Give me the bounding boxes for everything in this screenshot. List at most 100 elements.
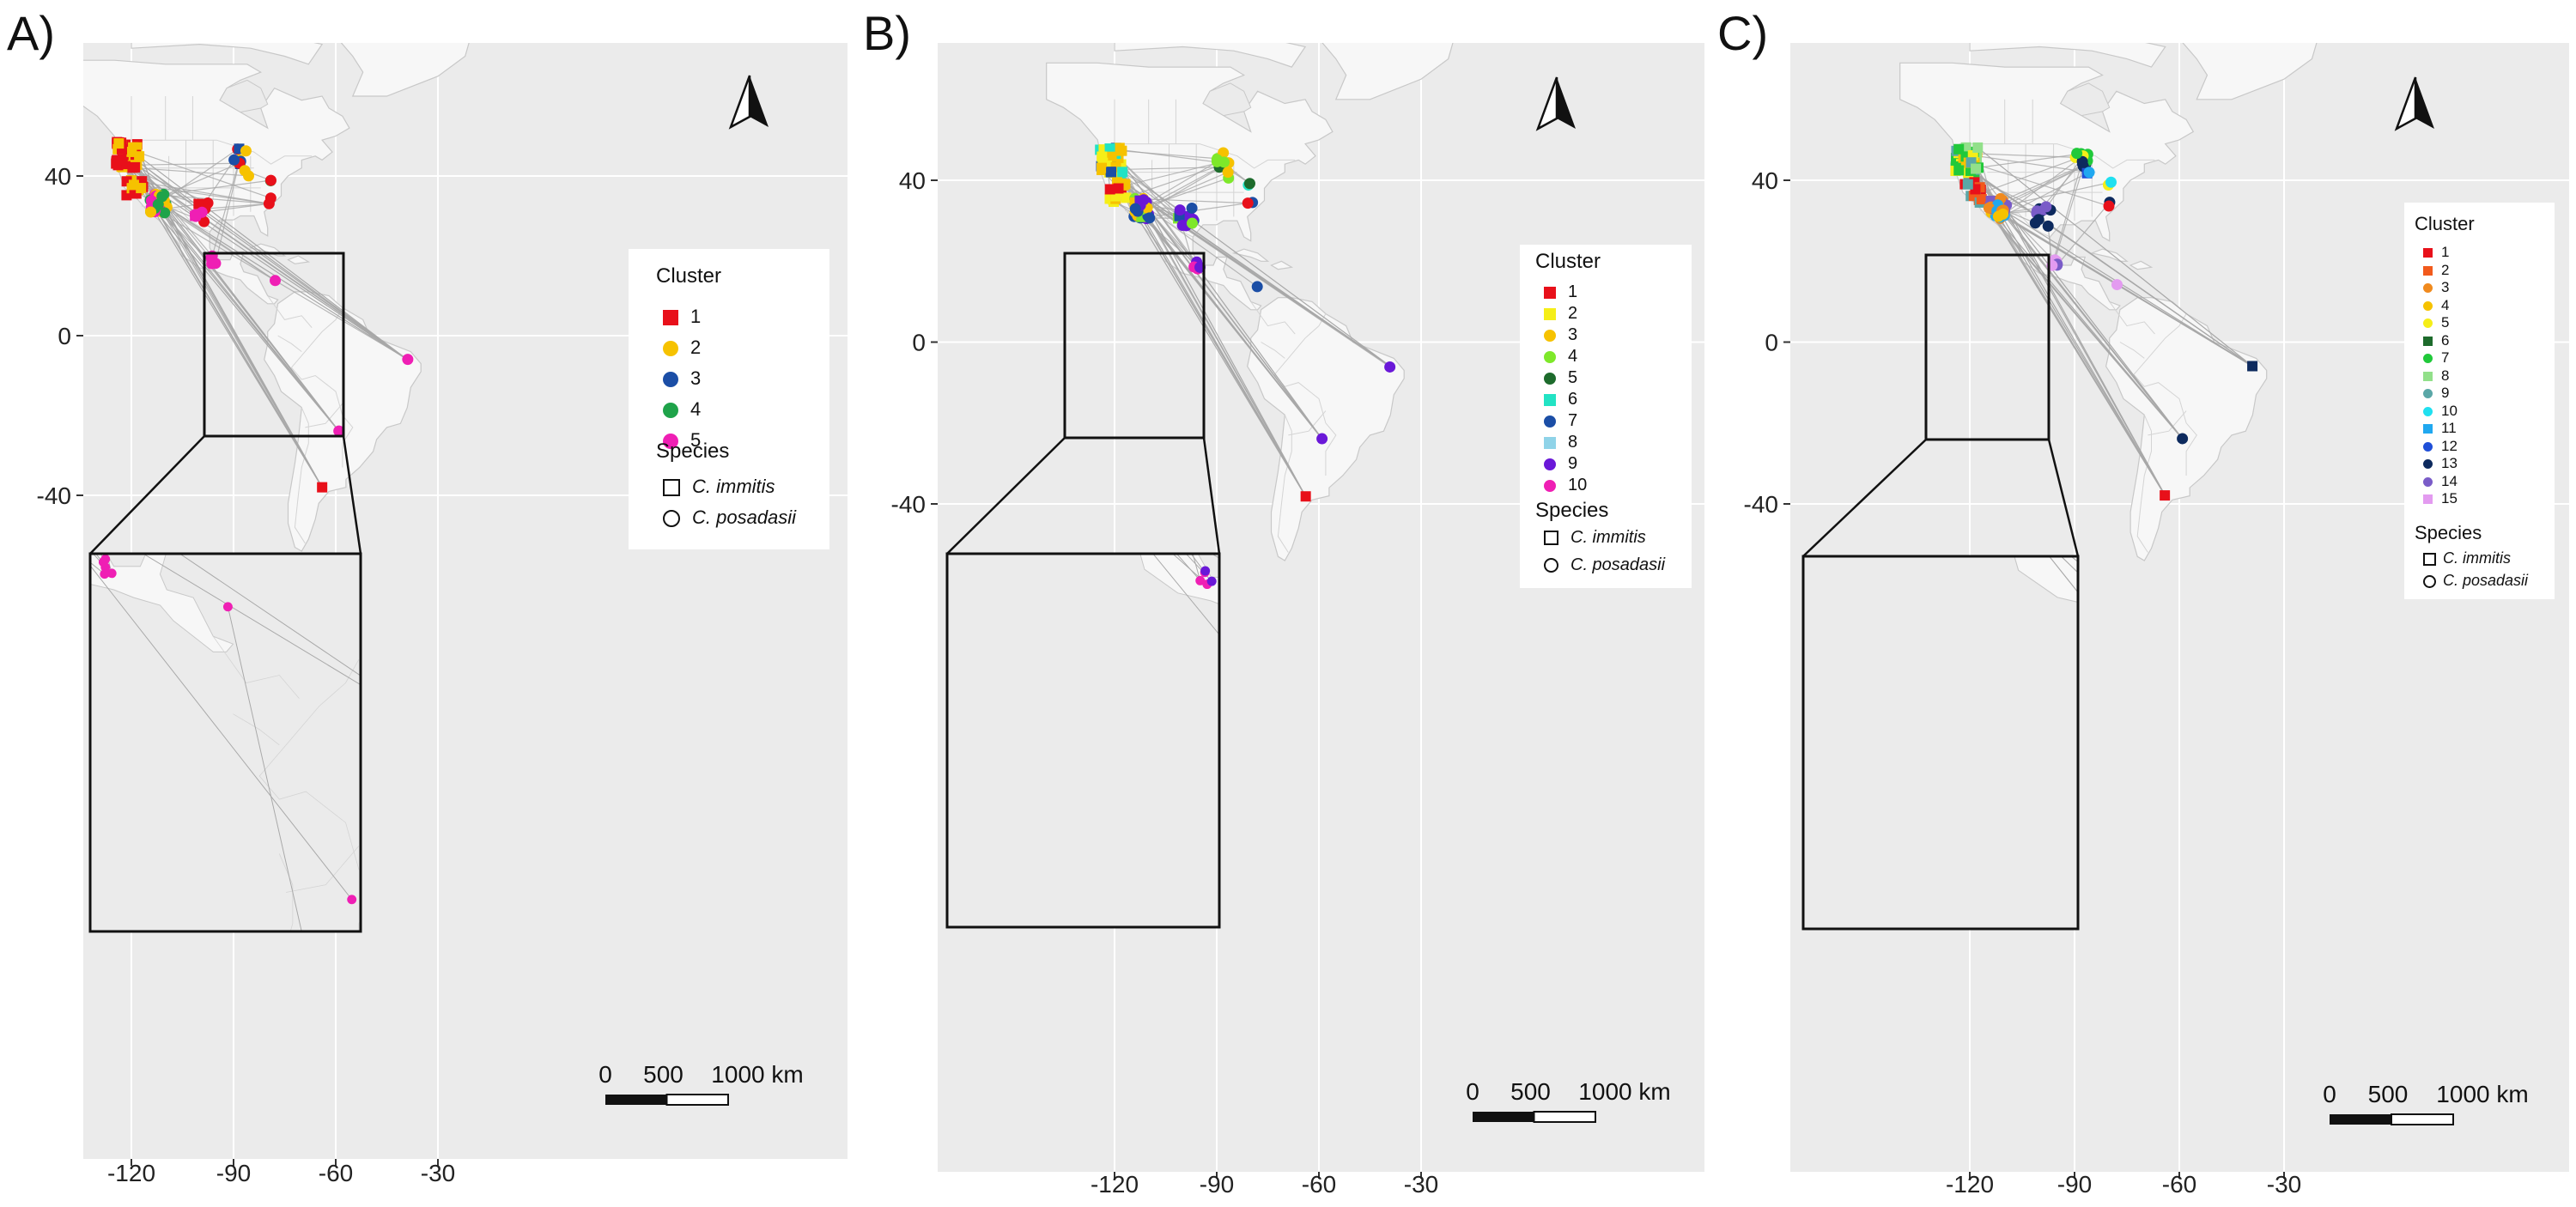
scalebar-label: 1000 km xyxy=(2436,1081,2528,1107)
isolate-point-square xyxy=(1015,382,1024,391)
isolate-point-circle xyxy=(3,444,13,453)
network-edge xyxy=(0,338,8,449)
network-edge xyxy=(1094,451,1102,484)
network-edge xyxy=(1176,554,1201,581)
isolate-point-circle xyxy=(1959,448,1971,459)
network-edge xyxy=(1190,554,1206,573)
network-edge xyxy=(1139,200,1306,496)
network-edge xyxy=(1871,324,1893,366)
isolate-point-circle xyxy=(1950,443,1961,454)
isolate-point-square xyxy=(1880,323,1890,333)
cluster-color-swatch-icon xyxy=(2423,318,2433,329)
border-line xyxy=(290,307,354,468)
legend-species-posadasii: C. posadasii xyxy=(2423,572,2528,590)
isolate-point-square xyxy=(1904,329,1914,339)
isolate-point-circle xyxy=(270,275,282,287)
isolate-point-square xyxy=(1953,165,1965,176)
scalebar-label: 500 xyxy=(2368,1081,2409,1107)
scalebar-white-segment xyxy=(2391,1113,2454,1125)
network-edge xyxy=(1118,157,1181,217)
x-tick-label: -120 xyxy=(1946,1171,1994,1198)
isolate-point-circle xyxy=(2042,220,2054,232)
map-layer xyxy=(83,43,848,1159)
network-edge xyxy=(1880,334,1914,409)
network-edge xyxy=(1909,333,2048,484)
legend-species-title: Species xyxy=(656,440,730,463)
zoom-extent-box xyxy=(203,252,345,438)
isolate-point-square xyxy=(1893,370,1904,380)
border-line xyxy=(294,407,309,544)
y-tick-label: 0 xyxy=(1765,330,1778,356)
isolate-point-circle xyxy=(1186,202,1198,214)
isolate-point-circle xyxy=(1194,485,1204,494)
isolate-point-square xyxy=(1886,393,1896,403)
isolate-point-circle xyxy=(2177,433,2189,445)
isolate-point-square xyxy=(1894,345,1905,355)
isolate-point-square xyxy=(2160,490,2171,501)
network-edge xyxy=(2002,205,2184,440)
network-edge xyxy=(0,343,74,482)
network-edge xyxy=(1049,350,1083,482)
border-line xyxy=(1311,648,1398,712)
isolate-point-square xyxy=(1023,350,1031,359)
isolate-point-circle xyxy=(2090,565,2101,576)
panel-letter: B) xyxy=(863,6,911,60)
network-edge xyxy=(1118,157,1323,440)
isolate-point-circle xyxy=(1953,464,1965,475)
network-edge xyxy=(1192,554,1201,581)
zoom-connector xyxy=(946,437,1066,555)
network-edge xyxy=(1134,197,1249,204)
network-edge xyxy=(1870,362,1915,364)
network-edge xyxy=(0,459,74,482)
inset-frame xyxy=(1801,555,2080,931)
isolate-point-square xyxy=(1889,361,1899,371)
isolate-point-square xyxy=(1025,378,1034,386)
isolate-point-circle xyxy=(1186,217,1198,229)
isolate-point-square xyxy=(1022,359,1030,367)
y-tick-label: 40 xyxy=(45,163,71,190)
scalebar-white-segment xyxy=(665,1094,729,1106)
network-edge xyxy=(0,387,4,446)
network-edge xyxy=(0,443,8,464)
landmass xyxy=(1321,43,1454,100)
isolate-point-circle xyxy=(1081,465,1091,475)
network-edge xyxy=(155,193,270,204)
isolate-point-circle xyxy=(92,452,101,461)
isolate-point-circle xyxy=(2076,451,2087,462)
isolate-point-square xyxy=(1907,345,1917,355)
isolate-point-circle xyxy=(1446,912,1455,921)
square-symbol-icon xyxy=(663,479,680,497)
network-edge xyxy=(1019,387,1030,388)
network-edge xyxy=(1059,354,1084,447)
isolate-point-circle xyxy=(13,459,22,469)
isolate-point-square xyxy=(1018,373,1026,381)
network-edge xyxy=(1139,161,1218,209)
x-tick-label: -120 xyxy=(1091,1171,1139,1198)
isolate-point-square xyxy=(1121,192,1132,203)
inset-content xyxy=(0,338,361,931)
isolate-point-square xyxy=(1877,348,1887,358)
border-line xyxy=(305,403,343,428)
border-line xyxy=(2269,688,2409,1050)
network-edge xyxy=(0,351,11,439)
legend-cluster-item: 4 xyxy=(1544,347,1577,367)
network-edge xyxy=(1018,384,1107,470)
border-line xyxy=(1250,301,1296,335)
isolate-point-square xyxy=(1104,184,1115,195)
isolate-point-square xyxy=(1872,314,1882,324)
legend-cluster-item: 11 xyxy=(2423,420,2457,437)
legend-cluster-item: 9 xyxy=(2423,385,2449,402)
network-edge xyxy=(1027,355,1053,367)
isolate-point-square xyxy=(1034,391,1042,399)
legend-cluster-item: 5 xyxy=(2423,314,2449,331)
isolate-point-square xyxy=(1892,393,1902,403)
legend-cluster-item: 6 xyxy=(2423,332,2449,349)
isolate-point-square xyxy=(1866,318,1876,329)
isolate-point-square xyxy=(1864,363,1874,373)
y-tick-label: 40 xyxy=(1752,167,1778,194)
network-edge xyxy=(1909,333,1964,464)
isolate-point-square xyxy=(1055,391,1064,399)
map-layer xyxy=(938,43,1704,1172)
isolate-point-square xyxy=(1031,344,1040,353)
zoom-extent-box xyxy=(1063,252,1206,440)
